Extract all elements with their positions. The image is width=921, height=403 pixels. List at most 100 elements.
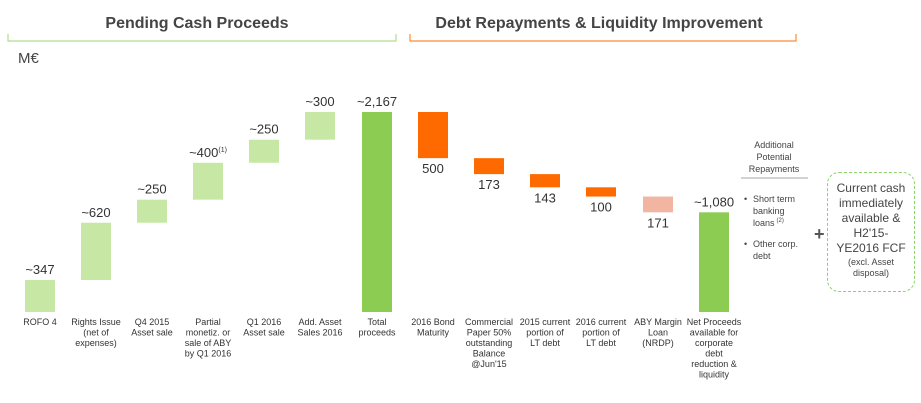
category-label: ROFO 4 [23, 317, 57, 327]
category-label: by Q1 2016 [185, 349, 232, 359]
category-label: (NRDP) [642, 338, 674, 348]
unit-label: M€ [18, 50, 39, 67]
value-label-text: 143 [534, 190, 556, 205]
category-label: 2016 current [576, 317, 627, 327]
category-label: (net of [83, 328, 109, 338]
value-label-text: ~1,080 [694, 194, 734, 209]
right-section-title: Debt Repayments & Liquidity Improvement [435, 15, 763, 32]
category-label: Rights Issue [71, 317, 121, 327]
category-label: expenses) [75, 338, 117, 348]
side-panel: Additional Potential Repayments • Short … [741, 140, 808, 261]
category-label: LT debt [530, 338, 560, 348]
category-label: Partial [195, 317, 221, 327]
value-label: ~620 [81, 205, 110, 220]
value-label: 500 [422, 161, 444, 176]
bullet-1-text: loans [753, 218, 775, 228]
category-label: portion of [582, 328, 620, 338]
bar [193, 162, 223, 200]
value-label-text: 100 [590, 200, 612, 215]
bullet-2-line: debt [753, 251, 771, 261]
left-section-title: Pending Cash Proceeds [105, 15, 288, 32]
callout-main-text: Current cash immediately available & H2'… [828, 181, 914, 256]
bar [699, 212, 729, 312]
bullet-1-footnote: (2) [777, 218, 784, 224]
category-label: 2015 current [520, 317, 571, 327]
value-label: ~400(1) [189, 145, 227, 160]
category-label: monetiz. or [186, 328, 231, 338]
value-label: ~250 [137, 182, 166, 197]
value-label: ~347 [25, 262, 54, 277]
value-label-text: 173 [478, 177, 500, 192]
category-label: sale of ABY [185, 338, 232, 348]
value-label: ~2,167 [357, 94, 397, 109]
category-label: Asset sale [243, 328, 285, 338]
bullet-marker: • [744, 239, 747, 249]
cash-callout-box: Current cash immediately available & H2'… [827, 172, 915, 292]
bar [643, 196, 673, 213]
value-label: 171 [647, 215, 669, 230]
callout-line: Current cash [836, 181, 906, 195]
category-label: Maturity [417, 328, 450, 338]
bullet-1-line: Short term [753, 194, 795, 204]
callout-line: immediately [838, 196, 904, 210]
category-label: available for [690, 328, 739, 338]
category-label: portion of [526, 328, 564, 338]
callout-sub-text: (excl. Asset disposal) [828, 257, 914, 279]
bars-group [25, 112, 729, 312]
category-label: liquidity [699, 370, 730, 380]
value-label: ~300 [305, 94, 334, 109]
category-label: Paper 50% [467, 328, 512, 338]
plus-sign: + [814, 224, 825, 244]
callout-sub-line: (excl. Asset [847, 257, 894, 267]
value-label: ~1,080 [694, 194, 734, 209]
category-label: Q1 2016 [247, 317, 282, 327]
category-label: Q4 2015 [135, 317, 170, 327]
bar [362, 112, 392, 312]
value-label-text: ~620 [81, 205, 110, 220]
value-label: 143 [534, 190, 556, 205]
value-label: 173 [478, 177, 500, 192]
bar [137, 199, 167, 223]
bar [81, 222, 111, 280]
category-label: proceeds [358, 328, 396, 338]
category-label: @Jun'15 [471, 359, 506, 369]
value-label-text: 171 [647, 215, 669, 230]
bar [474, 158, 504, 175]
callout-line: available & [841, 211, 901, 225]
bar [418, 112, 448, 159]
category-label: Net Proceeds [687, 317, 742, 327]
value-label-text: ~300 [305, 94, 334, 109]
bullet-marker: • [744, 194, 747, 204]
value-label-text: 500 [422, 161, 444, 176]
value-label-text: ~250 [137, 182, 166, 197]
value-label-text: ~250 [249, 122, 278, 137]
callout-line: YE2016 FCF [836, 241, 906, 255]
bar [249, 139, 279, 163]
category-label: Asset sale [131, 328, 173, 338]
value-labels-group: ~347 ~620 ~250 ~400(1) ~250 ~300 ~2,167 500 173 1… [25, 94, 734, 277]
value-label: ~250 [249, 122, 278, 137]
bullet-1-line: loans (2) [753, 218, 784, 228]
bar [25, 279, 55, 312]
category-label: 2016 Bond [411, 317, 455, 327]
category-label: Add. Asset [298, 317, 342, 327]
bar [305, 112, 335, 140]
category-label: Balance [473, 349, 506, 359]
bar [530, 174, 560, 188]
category-label: outstanding [466, 338, 513, 348]
bar [586, 187, 616, 197]
value-label-text: ~347 [25, 262, 54, 277]
right-section-bracket [409, 34, 797, 42]
value-label-footnote: (1) [218, 147, 227, 154]
category-label: corporate [695, 338, 733, 348]
side-panel-title-line: Additional [754, 140, 794, 150]
category-label: Loan [648, 328, 668, 338]
callout-line: H2'15- [853, 226, 889, 240]
value-label-text: ~400 [189, 145, 218, 160]
category-label: Sales 2016 [297, 328, 342, 338]
category-label: LT debt [586, 338, 616, 348]
side-panel-title-line: Repayments [749, 164, 800, 174]
category-label: debt [705, 349, 723, 359]
